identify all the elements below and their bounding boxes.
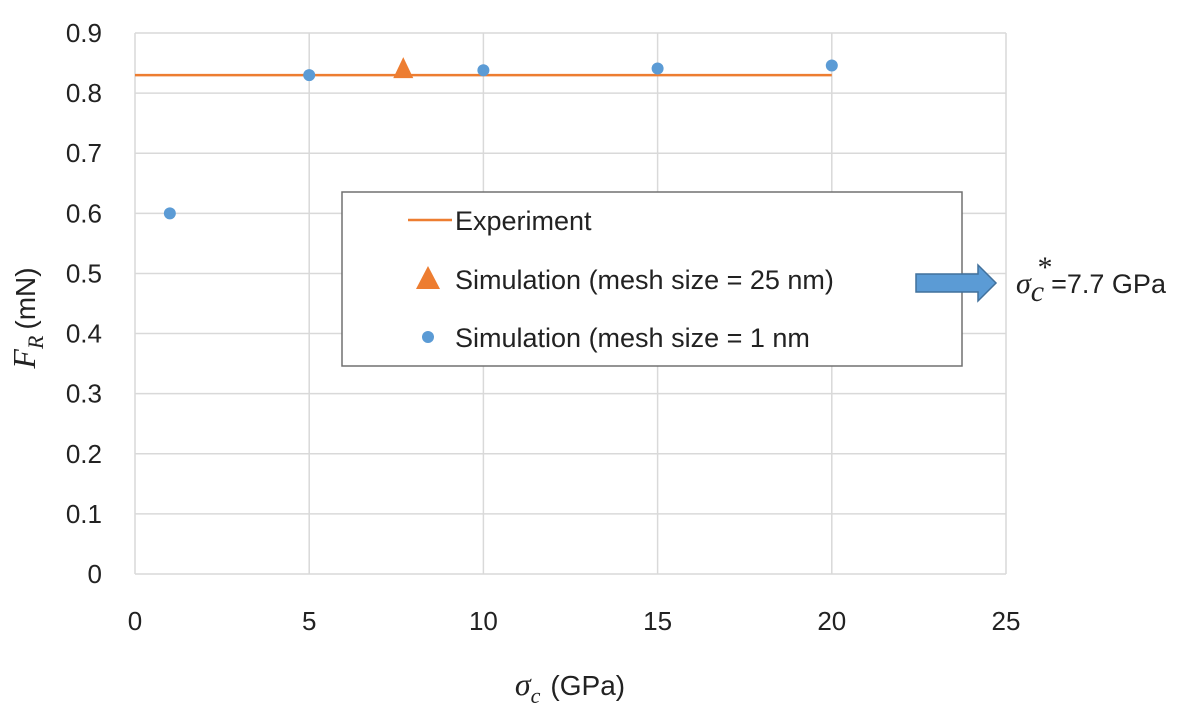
y-tick-label: 0.1 <box>66 499 102 529</box>
y-tick-label: 0.5 <box>66 258 102 288</box>
y-axis-label: FR(mN) <box>6 267 48 369</box>
y-tick-label: 0.8 <box>66 78 102 108</box>
y-tick-label: 0.9 <box>66 18 102 48</box>
x-tick-label: 0 <box>128 606 142 636</box>
x-tick-label: 10 <box>469 606 498 636</box>
y-tick-label: 0.3 <box>66 379 102 409</box>
y-tick-label: 0 <box>88 559 102 589</box>
y-tick-label: 0.4 <box>66 319 102 349</box>
annotation: σc*=7.7 GPa <box>915 251 1167 308</box>
legend-marker-simulation-1nm <box>422 331 434 343</box>
data-point-simulation-1nm <box>303 69 316 82</box>
y-tick-label: 0.2 <box>66 439 102 469</box>
data-point-simulation-1nm <box>651 62 664 75</box>
data-point-simulation-1nm <box>163 207 176 220</box>
series-layer <box>135 57 838 220</box>
data-point-simulation-1nm <box>825 59 838 72</box>
x-tick-label: 5 <box>302 606 316 636</box>
legend-marker-simulation-25nm <box>416 266 440 289</box>
x-tick-label: 15 <box>643 606 672 636</box>
legend-label-simulation-25nm: Simulation (mesh size = 25 nm) <box>455 265 834 295</box>
data-point-simulation-25nm <box>393 57 414 79</box>
legend: Experiment Simulation (mesh size = 25 nm… <box>341 191 963 367</box>
annotation-label: σc*=7.7 GPa <box>1016 251 1167 308</box>
data-point-simulation-1nm <box>477 64 490 77</box>
x-axis-label: σc (GPa) <box>515 666 625 703</box>
y-tick-label: 0.7 <box>66 138 102 168</box>
x-tick-labels: 0 5 10 15 20 25 <box>128 606 1021 636</box>
x-tick-label: 20 <box>817 606 846 636</box>
legend-label-simulation-1nm: Simulation (mesh size = 1 nm <box>455 323 810 353</box>
y-tick-label: 0.6 <box>66 198 102 228</box>
x-tick-label: 25 <box>992 606 1021 636</box>
annotation-arrow <box>915 263 998 303</box>
legend-label-experiment: Experiment <box>455 206 592 236</box>
y-tick-labels: 0 0.1 0.2 0.3 0.4 0.5 0.6 0.7 0.8 0.9 <box>66 18 102 589</box>
